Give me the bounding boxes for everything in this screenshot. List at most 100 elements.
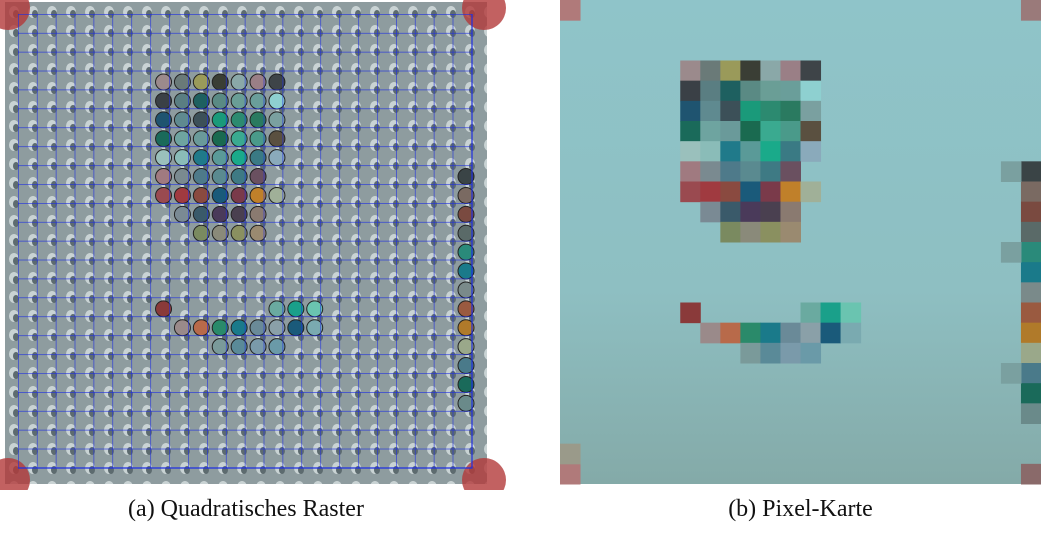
pixel — [780, 322, 801, 344]
pixel — [780, 80, 801, 102]
pixel — [700, 322, 721, 344]
pixel — [740, 322, 761, 344]
pixel — [780, 201, 801, 223]
pixel — [800, 322, 822, 344]
pixel — [720, 221, 741, 243]
pixel — [680, 181, 701, 203]
pixel — [1020, 463, 1041, 485]
pixel — [1000, 363, 1022, 384]
pixel — [760, 322, 781, 344]
pixel — [800, 342, 822, 364]
pixel — [840, 302, 862, 324]
pixel — [740, 121, 761, 142]
pixel — [760, 141, 781, 162]
pixel — [800, 141, 822, 162]
pixel — [740, 100, 761, 122]
pixel — [780, 221, 801, 243]
pixel — [1020, 282, 1041, 303]
pixel — [680, 302, 701, 324]
pixel — [1020, 302, 1041, 324]
pixel-map-image — [560, 0, 1041, 485]
pixel — [720, 322, 741, 344]
pixels — [560, 0, 1041, 485]
pixel — [700, 181, 721, 203]
raster-image — [0, 0, 506, 490]
pixel — [760, 100, 781, 122]
caption-a: (a) Quadratisches Raster — [128, 496, 364, 522]
pixel — [1020, 242, 1041, 263]
pixel — [1020, 201, 1041, 223]
pixel — [800, 60, 822, 82]
pixel — [820, 322, 842, 344]
pixel — [1020, 342, 1041, 364]
pixel — [720, 161, 741, 182]
pixel — [680, 100, 701, 122]
pixel — [700, 141, 721, 162]
pixel — [740, 181, 761, 203]
pixel — [780, 100, 801, 122]
figure-images — [0, 0, 1041, 490]
pixel — [840, 322, 862, 344]
pixel — [1020, 363, 1041, 384]
pixel — [700, 161, 721, 182]
pixel — [800, 121, 822, 142]
pixel — [780, 141, 801, 162]
pixel — [740, 342, 761, 364]
pixel — [560, 443, 581, 465]
pixel — [700, 80, 721, 102]
pixel — [680, 80, 701, 102]
pixel — [1020, 403, 1041, 424]
pixel — [700, 201, 721, 223]
pixel — [740, 80, 761, 102]
pixel — [700, 60, 721, 82]
pixel — [820, 302, 842, 324]
caption-b: (b) Pixel-Karte — [728, 496, 873, 522]
pixel — [780, 181, 801, 203]
pixel — [780, 161, 801, 182]
pixel — [760, 121, 781, 142]
pixel — [760, 342, 781, 364]
pixel — [720, 141, 741, 162]
pixel — [780, 60, 801, 82]
pixel — [720, 121, 741, 142]
pixel — [720, 181, 741, 203]
pixel — [760, 60, 781, 82]
pixel — [700, 121, 721, 142]
pixel — [760, 181, 781, 203]
pixel — [800, 181, 822, 203]
pixel — [680, 121, 701, 142]
pixel — [1020, 322, 1041, 344]
pixel — [800, 80, 822, 102]
pixel — [720, 201, 741, 223]
pixel — [1020, 262, 1041, 283]
pixel — [1020, 221, 1041, 243]
pixel — [740, 201, 761, 223]
pixel — [800, 302, 822, 324]
pixel — [740, 221, 761, 243]
pixel — [720, 100, 741, 122]
pixel — [1020, 0, 1041, 21]
pixel — [1020, 161, 1041, 182]
pixel — [800, 100, 822, 122]
pixel — [740, 60, 761, 82]
pixel — [680, 141, 701, 162]
pixel — [760, 80, 781, 102]
pixel — [760, 201, 781, 223]
pixel — [740, 161, 761, 182]
pixel — [560, 463, 581, 485]
pixel — [1020, 181, 1041, 203]
pixel — [700, 100, 721, 122]
pixel — [560, 0, 581, 21]
pixel — [780, 342, 801, 364]
pixel — [720, 60, 741, 82]
pixel — [1020, 383, 1041, 404]
pixel — [680, 161, 701, 182]
pixel — [1000, 161, 1022, 182]
pixel — [1000, 242, 1022, 263]
pixel — [780, 121, 801, 142]
pixel — [740, 141, 761, 162]
pixel — [760, 161, 781, 182]
pixel — [680, 60, 701, 82]
pixel — [720, 80, 741, 102]
